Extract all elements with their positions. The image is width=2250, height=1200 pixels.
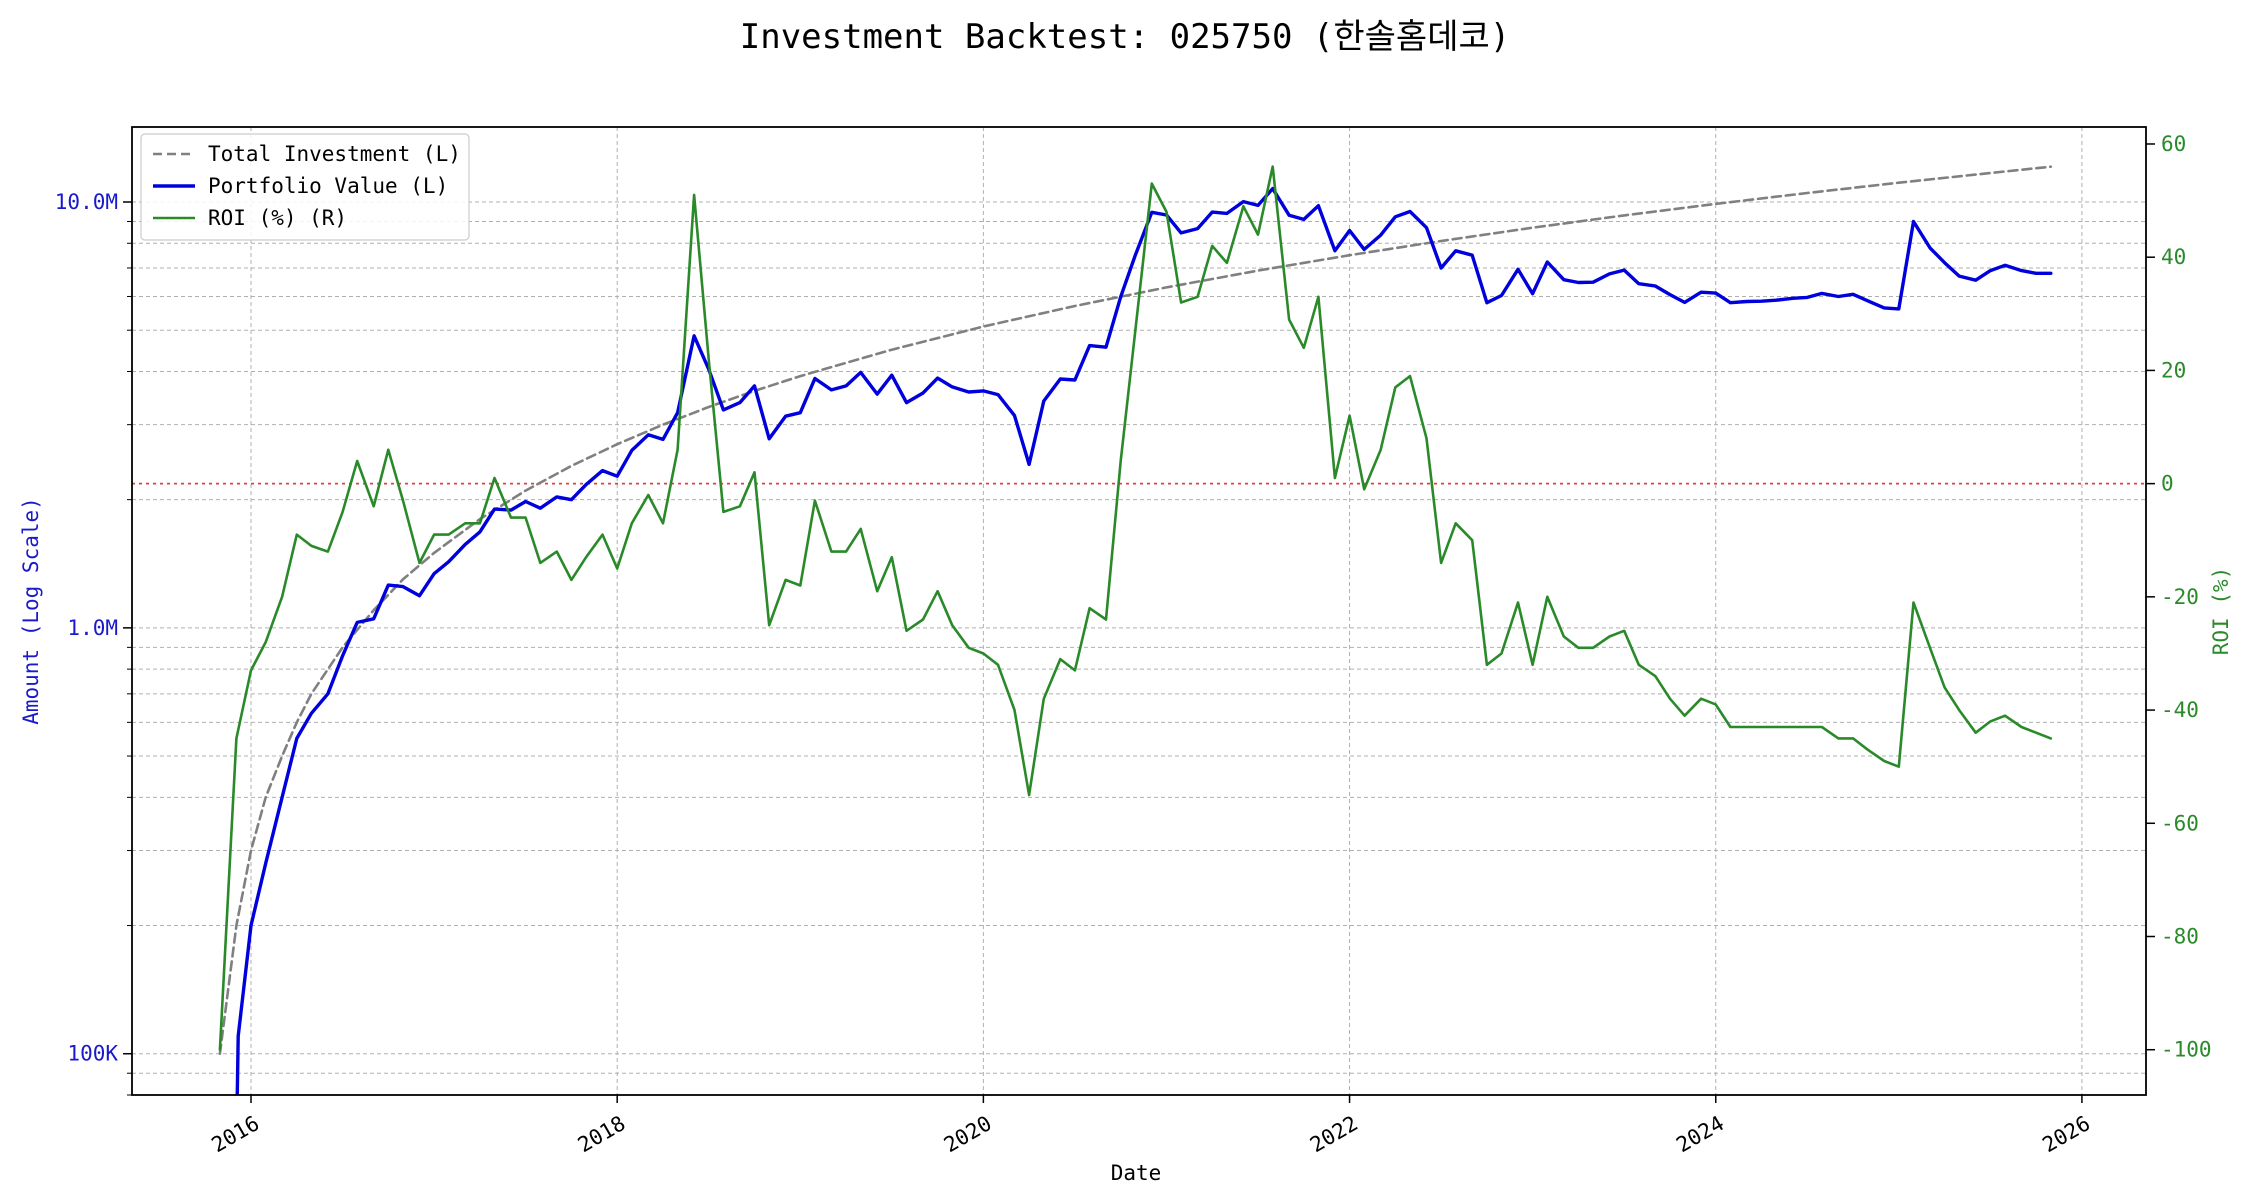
right-axis-ticks: -100 -80 -60 -40 -20 0 20 40 60 bbox=[2146, 132, 2212, 1062]
plot-frame bbox=[131, 126, 2147, 1096]
right-tick-label-0: 0 bbox=[2161, 472, 2174, 496]
right-tick-label-20: 20 bbox=[2161, 358, 2186, 382]
series-line-roi bbox=[218, 165, 2053, 1051]
left-tick-label-1.0M: 1.0M bbox=[67, 616, 118, 640]
legend-box bbox=[140, 133, 470, 241]
legend-label-total-investment: Total Investment (L) bbox=[208, 142, 461, 166]
x-axis-label: Date bbox=[1111, 1161, 1162, 1185]
right-tick-label--80: -80 bbox=[2161, 924, 2199, 948]
left-axis-label: Amount (Log Scale) bbox=[19, 497, 43, 725]
x-tick-label-2020: 2020 bbox=[940, 1111, 996, 1157]
right-tick-label-40: 40 bbox=[2161, 245, 2186, 269]
right-tick-label--20: -20 bbox=[2161, 585, 2199, 609]
series-line-portfolio-value bbox=[235, 186, 2053, 1095]
left-tick-label-10.0M: 10.0M bbox=[55, 190, 118, 214]
left-axis-ticks: 100K 1.0M 10.0M bbox=[55, 190, 132, 1096]
right-axis-label: ROI (%) bbox=[2209, 567, 2233, 656]
x-tick-label-2022: 2022 bbox=[1306, 1111, 1362, 1157]
x-tick-label-2016: 2016 bbox=[208, 1111, 264, 1157]
chart-title: Investment Backtest: 025750 (한솔홈데코) bbox=[740, 17, 1511, 57]
legend: Total Investment (L) Portfolio Value (L)… bbox=[140, 133, 470, 241]
x-tick-label-2026: 2026 bbox=[2038, 1111, 2094, 1157]
legend-label-roi: ROI (%) (R) bbox=[208, 206, 347, 230]
series-layer bbox=[218, 165, 2053, 1095]
right-tick-label--100: -100 bbox=[2161, 1038, 2212, 1062]
series-line-total-investment bbox=[218, 165, 2053, 1055]
x-axis-ticks: 2016 2018 2020 2022 2024 2026 bbox=[208, 1095, 2094, 1157]
x-tick-label-2018: 2018 bbox=[574, 1111, 630, 1157]
left-tick-label-100K: 100K bbox=[67, 1042, 118, 1066]
x-tick-label-2024: 2024 bbox=[1672, 1111, 1728, 1157]
right-tick-label--40: -40 bbox=[2161, 698, 2199, 722]
legend-label-portfolio-value: Portfolio Value (L) bbox=[208, 174, 448, 198]
right-tick-label-60: 60 bbox=[2161, 132, 2186, 156]
grid-lines bbox=[132, 127, 2146, 1096]
right-tick-label--60: -60 bbox=[2161, 811, 2199, 835]
